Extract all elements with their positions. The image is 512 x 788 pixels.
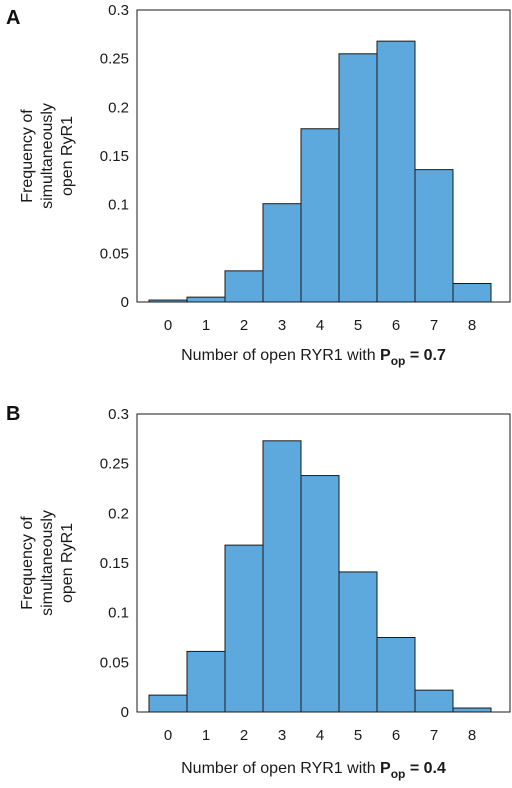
y-tick-label: 0 bbox=[121, 294, 129, 311]
x-axis-label-value: = 0.7 bbox=[405, 347, 446, 364]
x-tick-label: 0 bbox=[164, 727, 172, 744]
y-tick-label: 0.25 bbox=[100, 51, 129, 68]
bar-1 bbox=[186, 650, 226, 713]
bar-1 bbox=[186, 296, 226, 303]
x-tick-label: 6 bbox=[392, 317, 400, 334]
bar-4 bbox=[300, 475, 340, 713]
y-axis-label-line: simultaneously bbox=[39, 103, 56, 209]
y-tick-label: 0.05 bbox=[100, 654, 129, 671]
bar-6 bbox=[376, 40, 416, 303]
y-axis-label: Frequency of simultaneously open RyR1 bbox=[19, 510, 76, 616]
x-tick-label: 2 bbox=[240, 317, 248, 334]
x-axis-label-p: P bbox=[380, 760, 391, 777]
panel-label: A bbox=[6, 7, 20, 29]
bar-6 bbox=[376, 637, 416, 713]
x-axis-label-subscript: op bbox=[391, 767, 406, 781]
x-axis-label: Number of open RYR1 with Pop = 0.7 bbox=[181, 347, 446, 368]
x-tick-label: 8 bbox=[468, 727, 476, 744]
x-tick-label: 6 bbox=[392, 727, 400, 744]
x-tick-label: 3 bbox=[278, 317, 286, 334]
y-axis-label-line: open RyR1 bbox=[59, 523, 76, 603]
y-tick-label: 0.2 bbox=[108, 505, 129, 522]
y-tick-label: 0.2 bbox=[108, 99, 129, 116]
y-tick-label: 0.25 bbox=[100, 456, 129, 473]
x-tick-label: 5 bbox=[354, 727, 362, 744]
bar-3 bbox=[262, 440, 302, 713]
bar-7 bbox=[414, 169, 454, 303]
plot-frame bbox=[136, 9, 511, 303]
x-tick-label: 3 bbox=[278, 727, 286, 744]
x-axis-label-subscript: op bbox=[391, 354, 406, 368]
bar-8 bbox=[452, 283, 492, 303]
x-axis-label-p: P bbox=[380, 347, 391, 364]
bar-2 bbox=[224, 544, 264, 713]
x-axis-label-text: Number of open RYR1 with bbox=[181, 760, 380, 777]
y-tick-label: 0.3 bbox=[108, 406, 129, 423]
bar-2 bbox=[224, 270, 264, 303]
y-tick-label: 0.3 bbox=[108, 2, 129, 19]
x-tick-label: 2 bbox=[240, 727, 248, 744]
x-tick-label: 8 bbox=[468, 317, 476, 334]
panel-label: B bbox=[6, 403, 20, 425]
y-tick-label: 0 bbox=[121, 704, 129, 721]
bar-5 bbox=[338, 53, 378, 303]
bar-5 bbox=[338, 571, 378, 713]
bar-3 bbox=[262, 203, 302, 303]
x-axis-label-text: Number of open RYR1 with bbox=[181, 347, 380, 364]
y-tick-label: 0.1 bbox=[108, 197, 129, 214]
chart-panel-a: A 0 0.05 0.1 0.15 0.2 0.25 0.3 0 1 2 3 4 5 6 7 8 Frequenc… bbox=[6, 2, 511, 368]
x-axis-label: Number of open RYR1 with Pop = 0.4 bbox=[181, 760, 446, 781]
x-axis-label-value: = 0.4 bbox=[405, 760, 446, 777]
y-axis-label: Frequency of simultaneously open RyR1 bbox=[19, 103, 76, 209]
x-tick-label: 0 bbox=[164, 317, 172, 334]
y-tick-label: 0.15 bbox=[100, 555, 129, 572]
x-tick-label: 4 bbox=[316, 727, 324, 744]
y-axis-label-line: simultaneously bbox=[39, 510, 56, 616]
bar-8 bbox=[452, 707, 492, 713]
x-tick-label: 5 bbox=[354, 317, 362, 334]
bar-7 bbox=[414, 689, 454, 713]
x-tick-label: 7 bbox=[430, 727, 438, 744]
y-tick-label: 0.15 bbox=[100, 148, 129, 165]
y-axis-label-line: open RyR1 bbox=[59, 116, 76, 196]
x-tick-label: 1 bbox=[202, 727, 210, 744]
bar-4 bbox=[300, 128, 340, 303]
chart-panel-b: B 0 0.05 0.1 0.15 0.2 0.25 0.3 0 1 2 3 4 5 6 7 8 Frequenc… bbox=[6, 403, 511, 781]
y-tick-label: 0.1 bbox=[108, 605, 129, 622]
x-tick-label: 4 bbox=[316, 317, 324, 334]
x-tick-label: 7 bbox=[430, 317, 438, 334]
plot-frame bbox=[136, 413, 511, 713]
y-tick-label: 0.05 bbox=[100, 245, 129, 262]
x-tick-label: 1 bbox=[202, 317, 210, 334]
y-axis-label-line: Frequency of bbox=[19, 516, 36, 610]
bar-0 bbox=[148, 694, 188, 713]
y-axis-label-line: Frequency of bbox=[19, 109, 36, 203]
